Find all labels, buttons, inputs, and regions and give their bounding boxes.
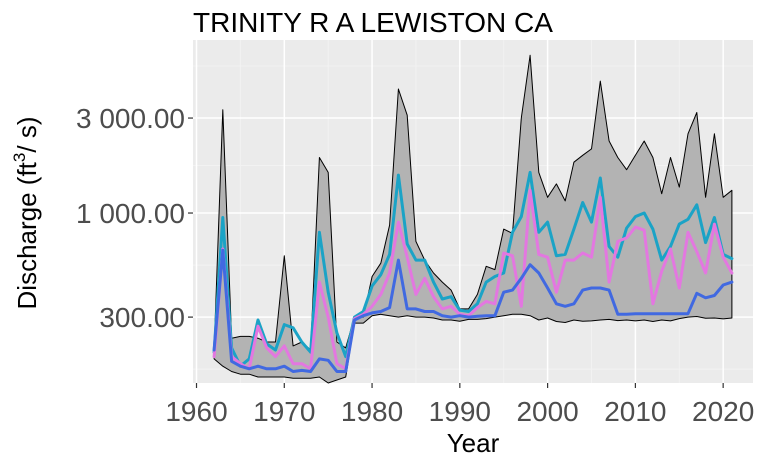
x-tick-label: 1980 <box>341 396 403 427</box>
x-axis-title: Year <box>447 428 500 458</box>
x-tick-label: 1990 <box>429 396 491 427</box>
discharge-range-ribbon <box>213 54 733 384</box>
series-layer <box>212 170 734 373</box>
series-line-blue <box>212 248 734 373</box>
chart-title: TRINITY R A LEWISTON CA <box>193 7 553 38</box>
y-tick-label: 3 000.00 <box>76 103 185 134</box>
y-axis-title-unit: / s) <box>12 117 42 153</box>
y-tick-label: 1 000.00 <box>76 198 185 229</box>
y-tick-label: 300.00 <box>99 302 185 333</box>
x-tick-label: 2010 <box>604 396 666 427</box>
y-axis-title: Discharge (ft3/ s) <box>10 117 42 310</box>
x-tick-label: 1960 <box>165 396 227 427</box>
series-line-pink <box>212 188 734 371</box>
y-axis-title-main: Discharge (ft <box>12 161 42 309</box>
x-tick-label: 1970 <box>253 396 315 427</box>
x-tick-label: 2000 <box>516 396 578 427</box>
y-axis-title-superscript: 3 <box>10 153 29 162</box>
series-line-cyan <box>212 170 734 368</box>
x-tick-label: 2020 <box>692 396 754 427</box>
x-axis: 1960 1970 1980 1990 2000 2010 2020 <box>165 383 754 427</box>
y-axis: 300.00 1 000.00 3 000.00 <box>76 103 193 333</box>
